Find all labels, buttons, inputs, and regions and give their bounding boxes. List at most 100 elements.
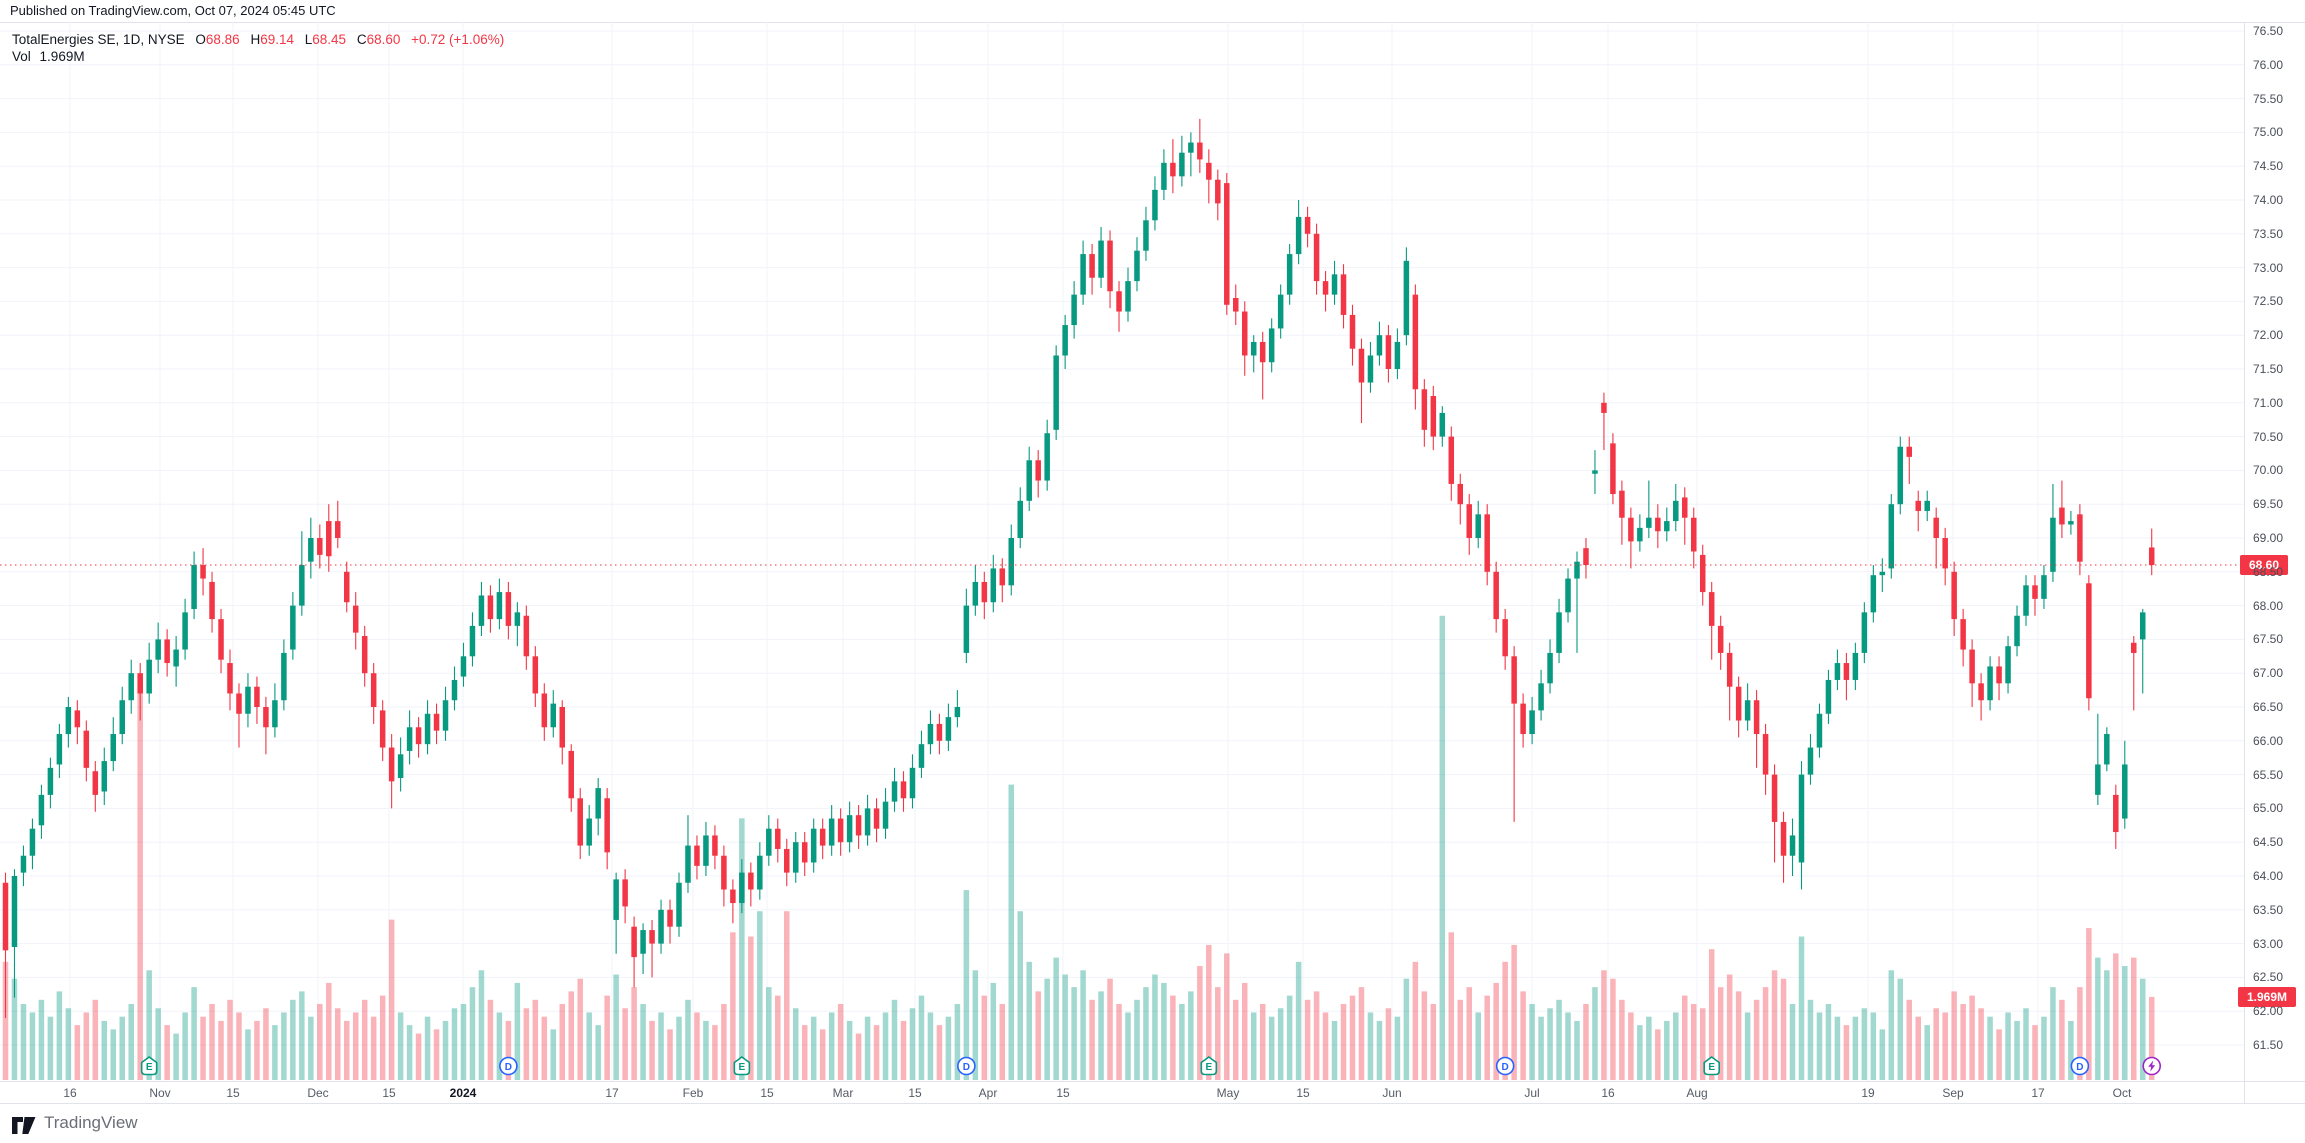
volume-legend[interactable]: Vol 1.969M: [12, 49, 85, 64]
price-axis-label: 71.50: [2253, 362, 2284, 376]
price-axis-label: 65.50: [2253, 767, 2284, 782]
price-axis-label: 73.00: [2253, 260, 2284, 275]
time-axis-label: 19: [1861, 1086, 1875, 1100]
time-axis-label: 15: [1056, 1086, 1070, 1100]
volume-value: 1.969M: [39, 49, 85, 64]
price-axis-label: 69.50: [2253, 497, 2284, 512]
svg-text:E: E: [739, 1062, 746, 1073]
event-badge-dividend[interactable]: D: [957, 1056, 976, 1076]
time-axis-label: Oct: [2112, 1086, 2132, 1100]
time-axis-label: Jul: [1524, 1086, 1540, 1100]
open-label: O: [195, 32, 206, 47]
svg-text:E: E: [146, 1062, 153, 1073]
time-axis-label: May: [1216, 1086, 1240, 1100]
time-axis-label: 15: [226, 1086, 240, 1100]
gridlines: [0, 22, 2245, 1081]
volume-label: Vol: [12, 49, 31, 64]
close-value: 68.60: [366, 32, 401, 47]
event-badge-earnings[interactable]: E: [733, 1056, 751, 1076]
time-axis-label: 17: [605, 1086, 619, 1100]
price-axis-label: 76.50: [2253, 24, 2284, 38]
price-axis-label: 68.50: [2253, 564, 2284, 579]
price-axis-label: 76.00: [2253, 57, 2284, 72]
event-badge-latest-bar-bolt[interactable]: [2142, 1056, 2162, 1076]
published-timestamp: Published on TradingView.com, Oct 07, 20…: [10, 3, 336, 18]
time-axis-label: 2024: [449, 1086, 477, 1100]
tradingview-logo-link[interactable]: TradingView: [10, 1112, 138, 1134]
time-axis-label: 16: [1601, 1086, 1615, 1100]
event-badge-dividend[interactable]: D: [2070, 1056, 2090, 1076]
symbol-legend[interactable]: TotalEnergies SE, 1D, NYSE O68.86 H69.14…: [12, 31, 504, 48]
event-badge-dividend[interactable]: D: [499, 1056, 518, 1076]
price-axis-label: 69.00: [2253, 531, 2284, 545]
tradingview-logo-text: TradingView: [44, 1113, 138, 1132]
time-axis-border-bottom: [0, 1103, 2305, 1104]
time-axis-label: Jun: [1382, 1086, 1402, 1100]
price-axis-label: 62.00: [2253, 1004, 2284, 1019]
svg-text:D: D: [963, 1062, 970, 1073]
time-axis-label: Sep: [1942, 1086, 1964, 1100]
time-axis-label: Feb: [682, 1086, 704, 1100]
time-axis-border-top: [0, 1081, 2305, 1082]
price-axis-label: 62.50: [2253, 970, 2284, 985]
last-volume-tag: 1.969M: [2238, 986, 2296, 1007]
open-value: 68.86: [205, 32, 240, 47]
price-axis-label: 61.50: [2253, 1038, 2284, 1052]
low-label: L: [304, 32, 313, 47]
high-label: H: [250, 32, 261, 47]
time-axis-label: 15: [382, 1086, 396, 1100]
event-badge-earnings[interactable]: E: [140, 1056, 158, 1076]
time-axis-label: Apr: [978, 1086, 998, 1100]
time-axis-label: 15: [908, 1086, 922, 1100]
time-axis-label: Aug: [1686, 1086, 1708, 1100]
event-badge-dividend[interactable]: D: [1495, 1056, 1515, 1076]
price-axis-label: 71.00: [2253, 395, 2284, 410]
svg-text:D: D: [1502, 1062, 1509, 1073]
candlesticks: [2, 118, 2155, 1018]
price-axis-label: 75.50: [2253, 91, 2284, 106]
time-axis-label: Nov: [149, 1086, 171, 1100]
event-badge-earnings[interactable]: E: [1200, 1056, 1218, 1076]
price-axis-label: 72.50: [2253, 294, 2284, 309]
price-axis-label: 70.00: [2253, 463, 2284, 478]
price-axis-label: 67.00: [2253, 666, 2284, 681]
price-axis-label: 67.50: [2253, 632, 2284, 647]
svg-text:D: D: [505, 1062, 512, 1073]
price-axis-label: 72.00: [2253, 328, 2284, 343]
low-value: 68.45: [312, 32, 347, 47]
time-axis-label: 15: [760, 1086, 774, 1100]
svg-text:D: D: [2076, 1062, 2083, 1073]
price-axis-label: 75.00: [2253, 125, 2284, 140]
event-badge-earnings[interactable]: E: [1703, 1056, 1720, 1076]
price-axis-label: 63.00: [2253, 936, 2284, 951]
time-axis[interactable]: [0, 1082, 2245, 1103]
high-value: 69.14: [260, 32, 294, 47]
price-axis-label: 64.50: [2253, 835, 2284, 850]
price-axis-label: 64.00: [2253, 869, 2284, 883]
price-axis-label: 74.00: [2253, 193, 2284, 207]
close-label: C: [356, 32, 367, 47]
time-axis-label: 16: [63, 1086, 77, 1100]
symbol-title[interactable]: TotalEnergies SE, 1D, NYSE: [12, 32, 185, 47]
price-axis-label: 63.50: [2253, 902, 2284, 917]
svg-text:E: E: [1708, 1062, 1715, 1073]
price-axis-label: 74.50: [2253, 159, 2284, 174]
price-axis-label: 66.00: [2253, 733, 2284, 748]
price-axis-label: 73.50: [2253, 226, 2284, 241]
last-price-tag: 68.60: [2240, 555, 2288, 576]
time-axis-label: 15: [1296, 1086, 1310, 1100]
price-axis-label: 66.50: [2253, 700, 2284, 714]
volume-bars: [2, 615, 2155, 1080]
svg-text:E: E: [1205, 1062, 1212, 1073]
time-axis-label: Mar: [832, 1086, 854, 1100]
published-header-bar: [0, 0, 2305, 23]
time-axis-label: Dec: [307, 1086, 329, 1100]
time-axis-label: 17: [2031, 1086, 2045, 1100]
change-value: +0.72 (+1.06%): [411, 32, 505, 47]
price-axis-label: 65.00: [2253, 801, 2284, 816]
price-axis-label: 68.00: [2253, 598, 2284, 613]
price-axis-label: 70.50: [2253, 429, 2284, 444]
